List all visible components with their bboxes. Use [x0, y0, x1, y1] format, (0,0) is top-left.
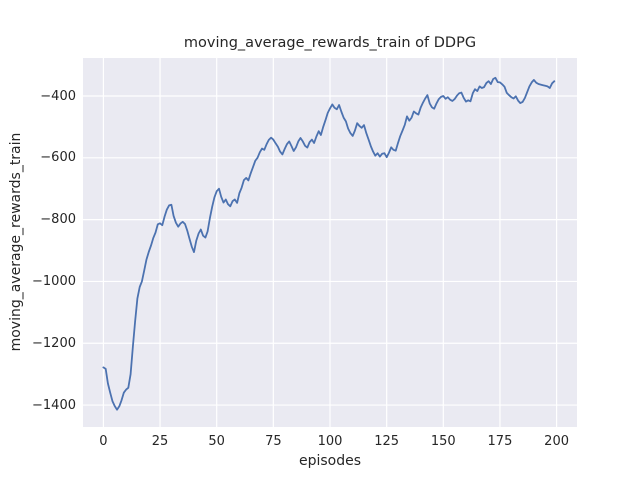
x-tick-label: 25 — [151, 434, 169, 449]
y-tick-label: −1400 — [32, 397, 76, 413]
y-axis-label: moving_average_rewards_train — [8, 132, 24, 352]
y-tick-label: −1200 — [32, 335, 76, 351]
x-tick-label: 200 — [544, 434, 569, 449]
x-tick-label: 100 — [317, 434, 343, 449]
chart-title: moving_average_rewards_train of DDPG — [183, 35, 477, 51]
x-tick-label: 150 — [430, 434, 456, 449]
x-axis-label: episodes — [298, 453, 362, 469]
y-tick-label: −600 — [40, 150, 76, 166]
y-tick-label: −800 — [40, 212, 76, 228]
y-tick-label: −1000 — [32, 273, 76, 289]
y-tick-label: −400 — [40, 88, 76, 104]
x-tick-label: 0 — [99, 434, 108, 449]
x-tick-label: 75 — [265, 434, 282, 449]
series-line — [102, 76, 556, 411]
x-tick-label: 50 — [208, 434, 225, 449]
x-tick-label: 175 — [487, 434, 513, 449]
x-tick-label: 125 — [374, 434, 400, 449]
